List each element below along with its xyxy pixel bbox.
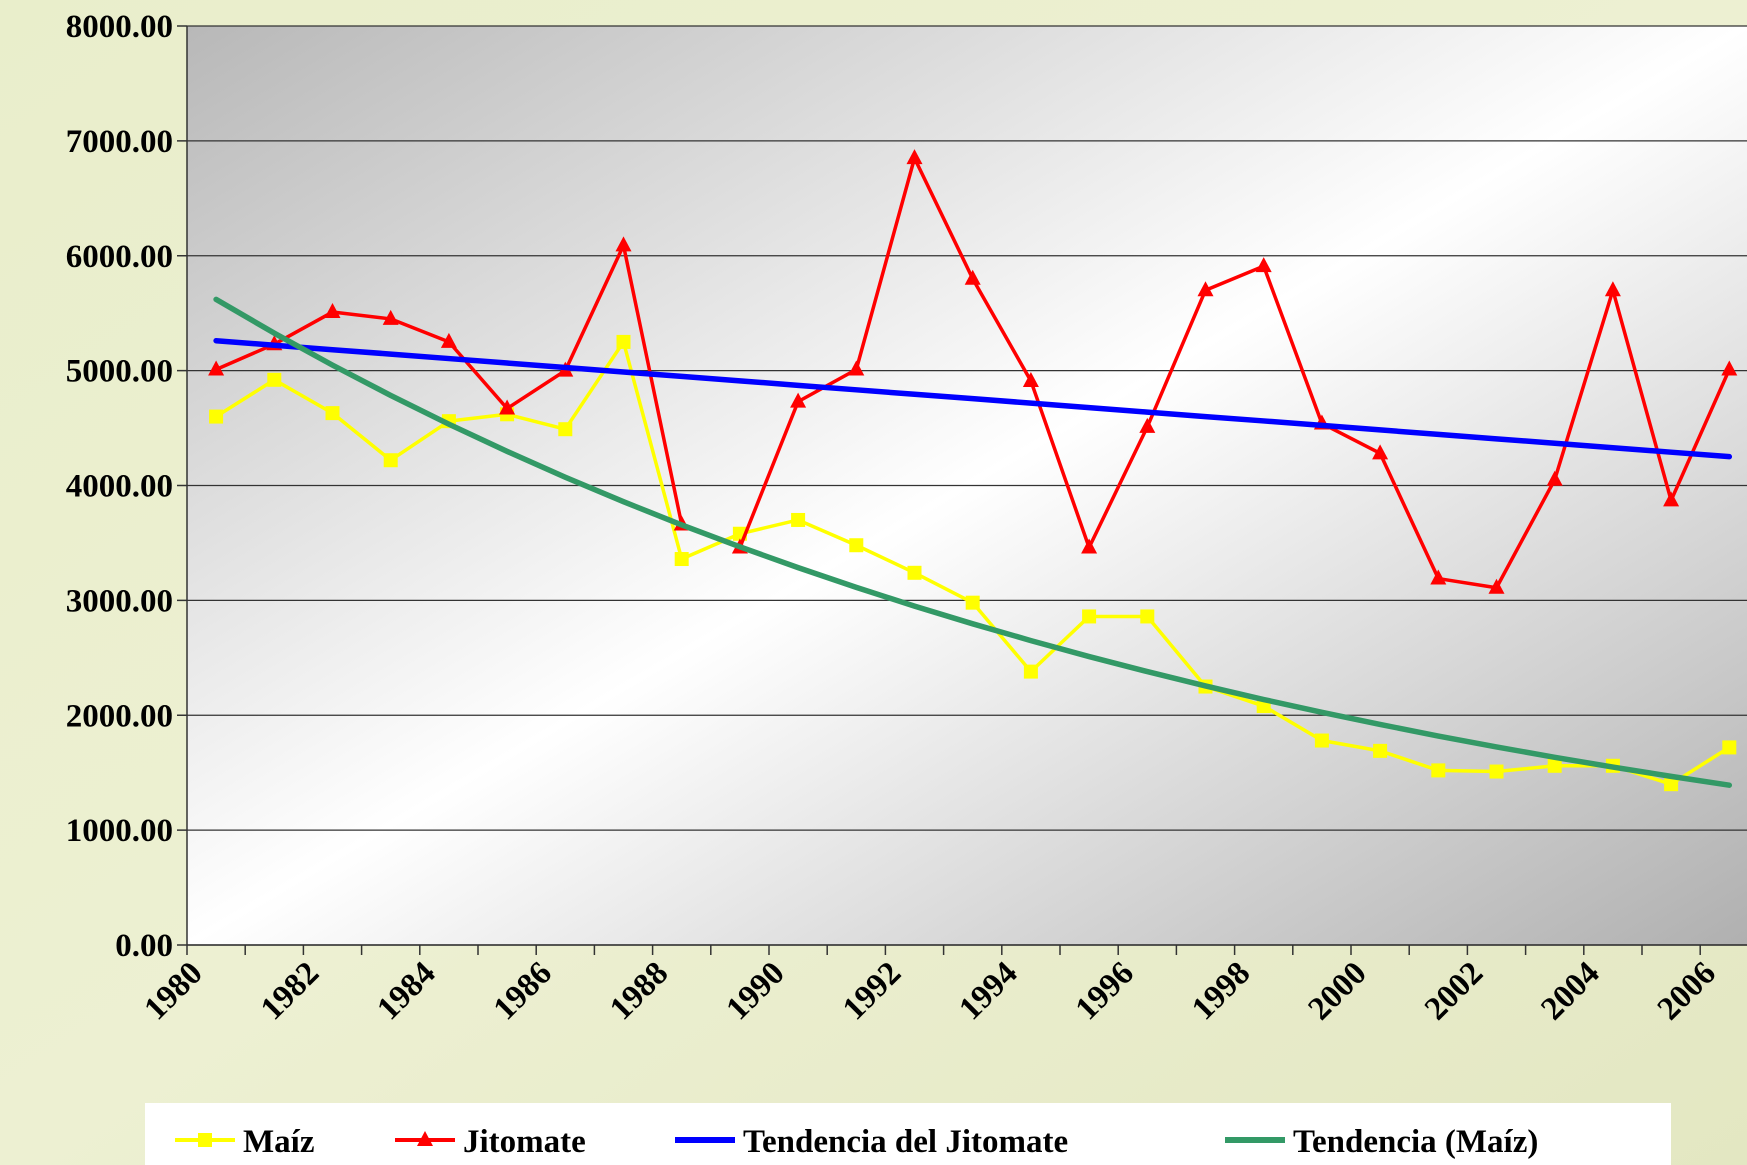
marker [791,512,806,527]
trend-line [213,338,1733,460]
marker [1431,763,1446,778]
marker [1255,257,1272,273]
marker [1721,360,1738,376]
marker [1197,281,1214,297]
marker [906,149,923,165]
legend-box [145,1103,1671,1165]
marker [1082,609,1097,624]
y-tick-label: 2000.00 [66,698,173,734]
y-tick-label: 5000.00 [66,354,173,390]
marker [1373,743,1388,758]
marker [965,595,980,610]
legend-label: Maíz [243,1124,314,1160]
marker [1430,569,1447,585]
y-tick-label: 3000.00 [66,583,173,619]
legend-label: Tendencia del Jitomate [743,1124,1068,1160]
marker [383,453,398,468]
legend-label: Tendencia (Maíz) [1293,1124,1538,1160]
marker [499,399,516,415]
y-tick-label: 7000.00 [66,124,173,160]
marker [1604,281,1621,297]
marker [1372,444,1389,460]
marker [267,372,282,387]
marker [558,422,573,437]
y-tick-label: 6000.00 [66,239,173,275]
y-tick-label: 4000.00 [66,469,173,505]
marker [616,334,631,349]
marker [1314,733,1329,748]
marker [1488,578,1505,594]
y-tick-label: 8000.00 [66,9,173,45]
marker [1023,664,1038,679]
marker [1140,609,1155,624]
marker [790,392,807,408]
marker [209,409,224,424]
marker [907,565,922,580]
marker [849,538,864,553]
marker [198,1133,212,1147]
plot-series [208,149,1738,792]
marker [1139,417,1156,433]
marker [1664,777,1679,792]
legend-label: Jitomate [463,1124,586,1160]
marker [440,332,457,348]
marker [417,1131,433,1146]
marker [615,236,632,252]
marker [1022,371,1039,387]
marker [382,309,399,325]
marker [1081,538,1098,554]
y-tick-label: 0.00 [115,928,173,964]
marker [964,269,981,285]
marker [848,360,865,376]
trend-line [213,296,1733,788]
marker [1547,758,1562,773]
marker [1546,470,1563,486]
marker [208,360,225,376]
marker [1489,764,1504,779]
marker [1663,491,1680,507]
marker [1722,740,1737,755]
marker [674,552,689,567]
y-tick-label: 1000.00 [66,813,173,849]
marker [324,303,341,319]
marker [325,406,340,421]
